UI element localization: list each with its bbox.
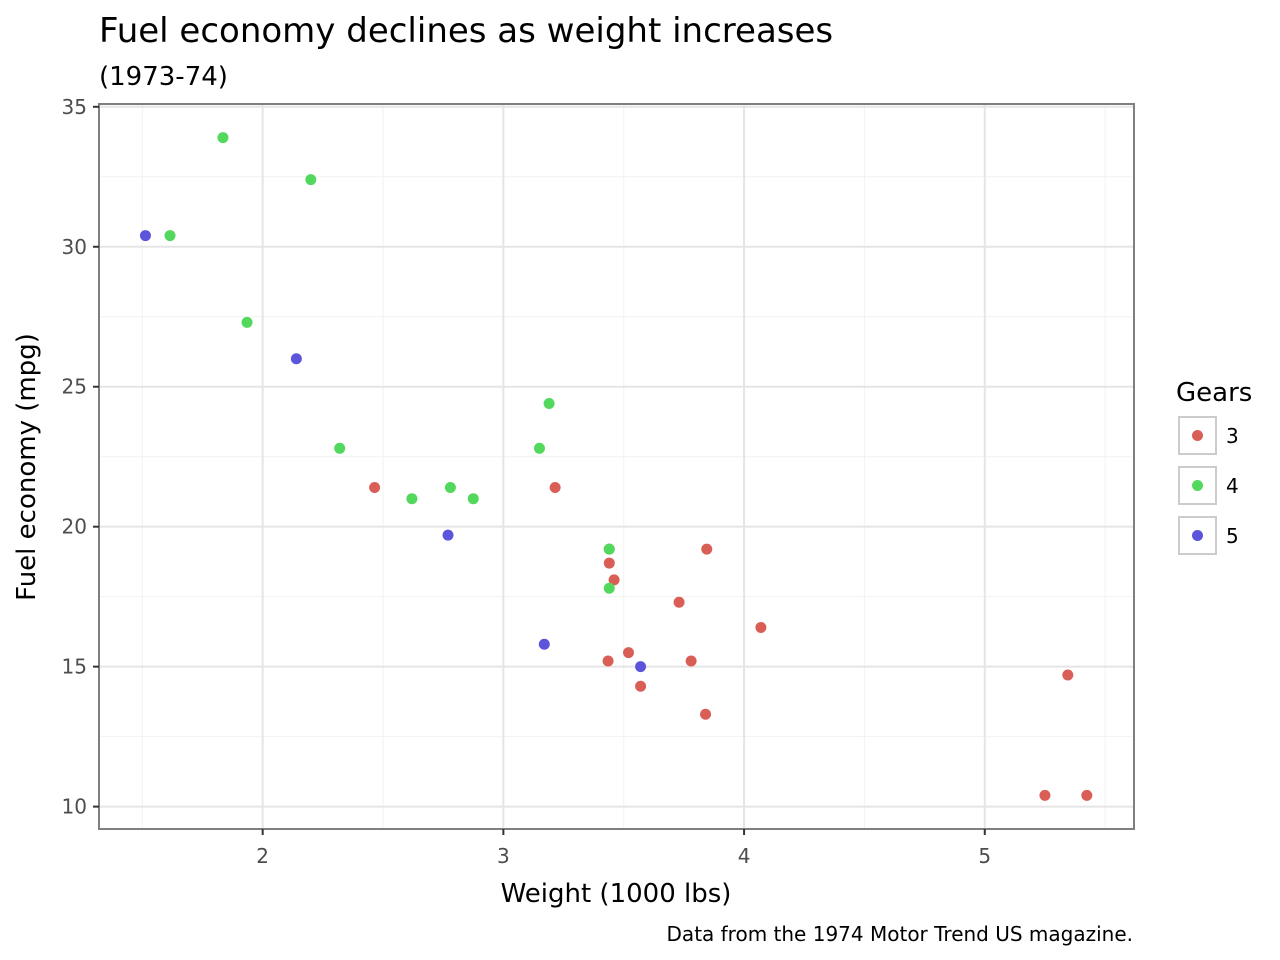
data-point-gear-3 bbox=[369, 481, 381, 493]
x-tick-label: 5 bbox=[978, 844, 991, 868]
data-point-gear-5 bbox=[442, 529, 454, 541]
y-axis-title: Fuel economy (mpg) bbox=[12, 333, 42, 601]
legend-key-marker bbox=[1192, 430, 1203, 441]
data-point-gear-3 bbox=[602, 655, 614, 667]
legend-key-marker bbox=[1192, 480, 1203, 491]
chart-subtitle: (1973-74) bbox=[99, 62, 228, 92]
data-point-gear-3 bbox=[608, 574, 620, 586]
y-tick-label: 30 bbox=[62, 235, 87, 259]
x-tick-label: 4 bbox=[738, 844, 751, 868]
x-tick-label: 3 bbox=[497, 844, 510, 868]
major-grid bbox=[99, 104, 1134, 829]
legend: 3 4 5 bbox=[1178, 416, 1239, 555]
data-point-gear-4 bbox=[217, 132, 229, 144]
legend-title: Gears bbox=[1176, 378, 1252, 408]
data-point-gear-3 bbox=[549, 481, 561, 493]
data-point-gear-3 bbox=[1039, 789, 1051, 801]
data-point-gear-5 bbox=[538, 638, 550, 650]
legend-label: 5 bbox=[1226, 524, 1239, 548]
data-point-gear-3 bbox=[673, 596, 685, 608]
data-point-gear-5 bbox=[635, 661, 647, 673]
legend-label: 4 bbox=[1226, 474, 1239, 498]
y-tick-label: 10 bbox=[62, 795, 87, 819]
data-point-gear-4 bbox=[164, 230, 176, 242]
x-axis: 2 3 4 5 bbox=[256, 829, 991, 868]
y-tick-label: 20 bbox=[62, 515, 87, 539]
data-point-gear-3 bbox=[1081, 789, 1093, 801]
data-point-gear-5 bbox=[290, 353, 302, 365]
plot-panel-border bbox=[98, 103, 1135, 830]
data-point-gear-4 bbox=[533, 442, 545, 454]
data-point-gear-3 bbox=[635, 680, 647, 692]
data-points bbox=[139, 132, 1093, 801]
y-tick-label: 15 bbox=[62, 655, 87, 679]
data-point-gear-3 bbox=[603, 557, 615, 569]
data-point-gear-4 bbox=[543, 398, 555, 410]
data-point-gear-4 bbox=[603, 582, 615, 594]
data-point-gear-4 bbox=[406, 493, 418, 505]
x-axis-title: Weight (1000 lbs) bbox=[501, 879, 732, 909]
data-point-gear-3 bbox=[700, 708, 712, 720]
chart-caption: Data from the 1974 Motor Trend US magazi… bbox=[667, 922, 1133, 946]
data-point-gear-3 bbox=[701, 543, 713, 555]
y-tick-label: 25 bbox=[62, 375, 87, 399]
x-tick-label: 2 bbox=[256, 844, 269, 868]
data-point-gear-3 bbox=[755, 621, 767, 633]
legend-key-marker bbox=[1192, 530, 1203, 541]
data-point-gear-4 bbox=[467, 493, 479, 505]
chart-title: Fuel economy declines as weight increase… bbox=[99, 11, 833, 51]
data-point-gear-3 bbox=[1062, 669, 1074, 681]
data-point-gear-3 bbox=[685, 655, 697, 667]
data-point-gear-4 bbox=[305, 174, 317, 186]
data-point-gear-5 bbox=[139, 230, 151, 242]
data-point-gear-4 bbox=[603, 543, 615, 555]
y-axis: 10 15 20 25 30 35 bbox=[62, 95, 99, 819]
legend-label: 3 bbox=[1226, 424, 1239, 448]
y-tick-label: 35 bbox=[62, 95, 87, 119]
data-point-gear-4 bbox=[444, 481, 456, 493]
data-point-gear-3 bbox=[623, 647, 635, 659]
minor-grid bbox=[99, 104, 1134, 829]
data-point-gear-4 bbox=[241, 316, 253, 328]
data-point-gear-4 bbox=[334, 442, 346, 454]
